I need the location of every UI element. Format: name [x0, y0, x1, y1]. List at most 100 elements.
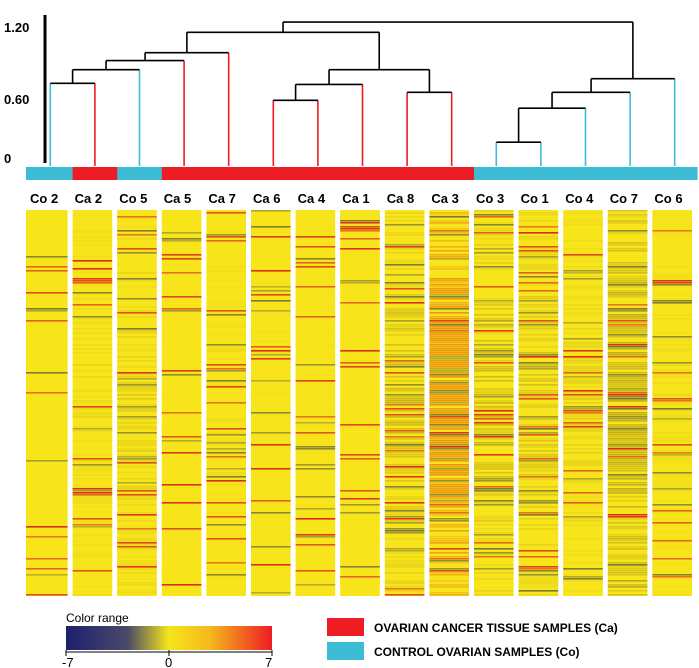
heatmap-cell	[652, 574, 692, 576]
heatmap-cell	[474, 478, 514, 480]
heatmap-cell	[161, 584, 202, 586]
heatmap-cell	[340, 586, 380, 588]
heatmap-cell	[563, 286, 603, 288]
heatmap-cell	[429, 574, 469, 576]
heatmap-cell	[117, 584, 157, 586]
heatmap-cell	[518, 492, 559, 494]
heatmap-cell	[72, 332, 113, 334]
heatmap-cell	[26, 552, 68, 554]
heatmap-cell	[384, 506, 425, 508]
heatmap-cell	[384, 548, 425, 550]
heatmap-cell	[429, 432, 469, 434]
heatmap-cell	[251, 294, 291, 296]
heatmap-cell	[26, 574, 68, 576]
heatmap-cell	[518, 232, 559, 234]
heatmap-column	[251, 210, 291, 596]
heatmap-cell	[429, 456, 469, 458]
heatmap-cell	[295, 422, 336, 424]
heatmap-cell	[117, 582, 157, 584]
heatmap-cell	[206, 334, 246, 336]
heatmap-cell	[652, 480, 692, 482]
heatmap-cell	[429, 292, 469, 294]
heatmap-cell	[340, 404, 380, 406]
heatmap-cell	[429, 424, 469, 426]
heatmap-cell	[607, 452, 648, 454]
heatmap-cell	[607, 394, 648, 396]
color-range-gradient-bar	[66, 626, 272, 650]
heatmap-cell	[26, 328, 68, 330]
heatmap-cell	[518, 512, 559, 514]
group-bar-segment	[652, 167, 698, 180]
heatmap-cell	[652, 286, 692, 288]
heatmap-cell	[117, 316, 157, 318]
heatmap-cell	[429, 358, 469, 360]
heatmap-cell	[429, 230, 469, 232]
heatmap-cell	[117, 336, 157, 338]
heatmap-cell	[474, 540, 514, 542]
heatmap-cell	[563, 272, 603, 274]
group-bar-segment	[251, 167, 297, 180]
heatmap-cell	[340, 486, 380, 488]
heatmap-cell	[251, 564, 291, 566]
heatmap-cell	[429, 514, 469, 516]
heatmap-cell	[429, 446, 469, 448]
heatmap-cell	[251, 310, 291, 312]
heatmap-cell	[518, 310, 559, 312]
heatmap-cell	[607, 458, 648, 460]
heatmap-cell	[251, 288, 291, 290]
color-range-scale: Color range -7 0 7	[62, 611, 273, 668]
heatmap-cell	[161, 496, 202, 498]
heatmap-cell	[518, 434, 559, 436]
heatmap-cell	[563, 260, 603, 262]
heatmap-cell	[518, 246, 559, 248]
heatmap-cell	[340, 398, 380, 400]
heatmap-cell	[384, 480, 425, 482]
heatmap-cell	[474, 476, 514, 478]
heatmap-cell	[384, 288, 425, 290]
heatmap-column-base	[607, 210, 648, 596]
heatmap-cell	[206, 232, 246, 234]
heatmap-cell	[429, 542, 469, 544]
heatmap-cell	[474, 556, 514, 558]
heatmap-cell	[117, 528, 157, 530]
heatmap-cell	[474, 400, 514, 402]
heatmap-cell	[295, 290, 336, 292]
heatmap-cell	[117, 374, 157, 376]
heatmap-cell	[340, 352, 380, 354]
heatmap-cell	[26, 280, 68, 282]
heatmap-cell	[161, 446, 202, 448]
heatmap-cell	[384, 572, 425, 574]
heatmap-cell	[429, 388, 469, 390]
heatmap-cell	[117, 482, 157, 484]
heatmap-cell	[563, 414, 603, 416]
heatmap-cell	[474, 436, 514, 438]
heatmap-cell	[295, 534, 336, 536]
heatmap-cell	[429, 266, 469, 268]
heatmap-cell	[340, 514, 380, 516]
column-label: Ca 7	[208, 191, 235, 206]
heatmap-cell	[117, 548, 157, 550]
heatmap-cell	[384, 390, 425, 392]
heatmap-cell	[72, 536, 113, 538]
heatmap-cell	[607, 528, 648, 530]
heatmap-cell	[563, 378, 603, 380]
heatmap-cell	[518, 426, 559, 428]
heatmap-cell	[26, 558, 68, 560]
heatmap-cell	[206, 512, 246, 514]
heatmap-cell	[652, 546, 692, 548]
heatmap-cell	[295, 514, 336, 516]
heatmap-cell	[652, 236, 692, 238]
heatmap-cell	[474, 268, 514, 270]
heatmap-cell	[652, 212, 692, 214]
heatmap-cell	[652, 374, 692, 376]
heatmap-cell	[429, 488, 469, 490]
heatmap-cell	[518, 404, 559, 406]
heatmap-cell	[563, 328, 603, 330]
heatmap-cell	[206, 364, 246, 366]
heatmap-cell	[474, 572, 514, 574]
heatmap-cell	[474, 262, 514, 264]
heatmap-cell	[474, 368, 514, 370]
heatmap-cell	[474, 210, 514, 212]
heatmap-cell	[563, 408, 603, 410]
heatmap-cell	[384, 498, 425, 500]
